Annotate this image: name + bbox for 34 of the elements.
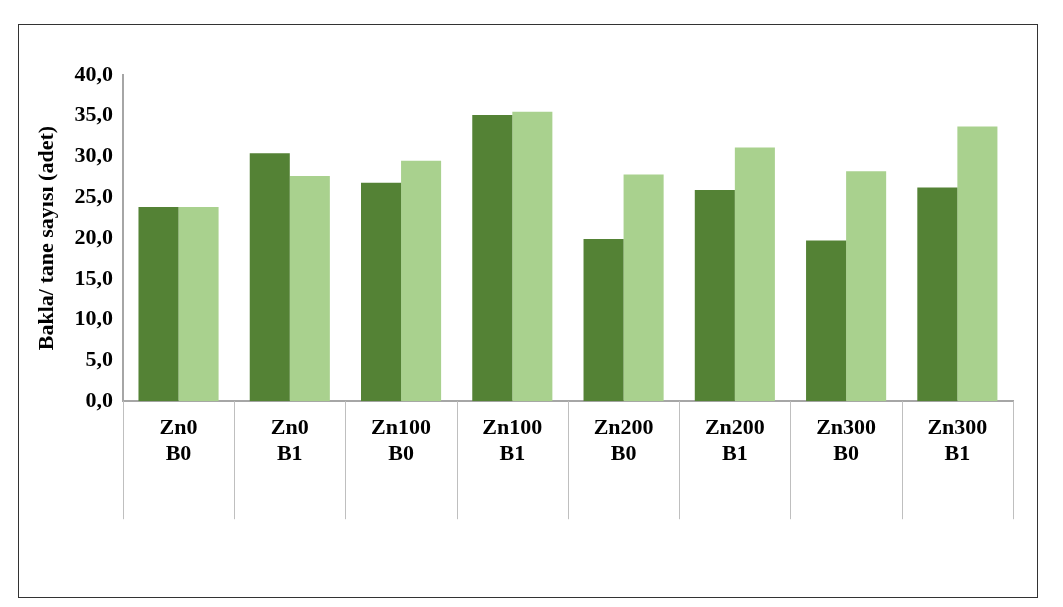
x-tick-label: Zn200 B1 [704, 414, 765, 466]
y-tick-label: 40,0 [74, 60, 113, 86]
x-tick-label: Zn300 B1 [927, 414, 988, 466]
bar [734, 147, 775, 402]
x-tick-label: Zn0 B0 [159, 414, 198, 466]
bar [917, 187, 958, 402]
bar [957, 126, 998, 402]
y-axis-title: Bakla/ tane sayısı (adet) [32, 125, 58, 351]
x-tick-label: Zn100 B1 [482, 414, 543, 466]
bar [846, 171, 887, 402]
bar [512, 111, 553, 402]
x-tick-label: Zn100 B0 [371, 414, 432, 466]
bar [472, 114, 513, 402]
bar [806, 240, 847, 402]
y-tick-label: 25,0 [74, 183, 113, 209]
x-tick-label: Zn200 B0 [593, 414, 654, 466]
bar [401, 160, 442, 402]
y-tick-label: 15,0 [74, 264, 113, 290]
y-tick-label: 0,0 [85, 386, 113, 412]
y-tick-label: 30,0 [74, 142, 113, 168]
bar [178, 207, 219, 402]
y-tick-label: 35,0 [74, 101, 113, 127]
y-tick-label: 10,0 [74, 305, 113, 331]
bar [694, 189, 735, 402]
x-tick-label: Zn0 B1 [270, 414, 309, 466]
y-tick-label: 20,0 [74, 223, 113, 249]
bar [583, 238, 624, 402]
bar [289, 176, 330, 402]
x-tick-label: Zn300 B0 [816, 414, 877, 466]
bar [623, 174, 664, 402]
bar [361, 182, 402, 402]
y-tick-label: 5,0 [85, 346, 113, 372]
bar [249, 153, 290, 402]
bar [138, 207, 179, 402]
